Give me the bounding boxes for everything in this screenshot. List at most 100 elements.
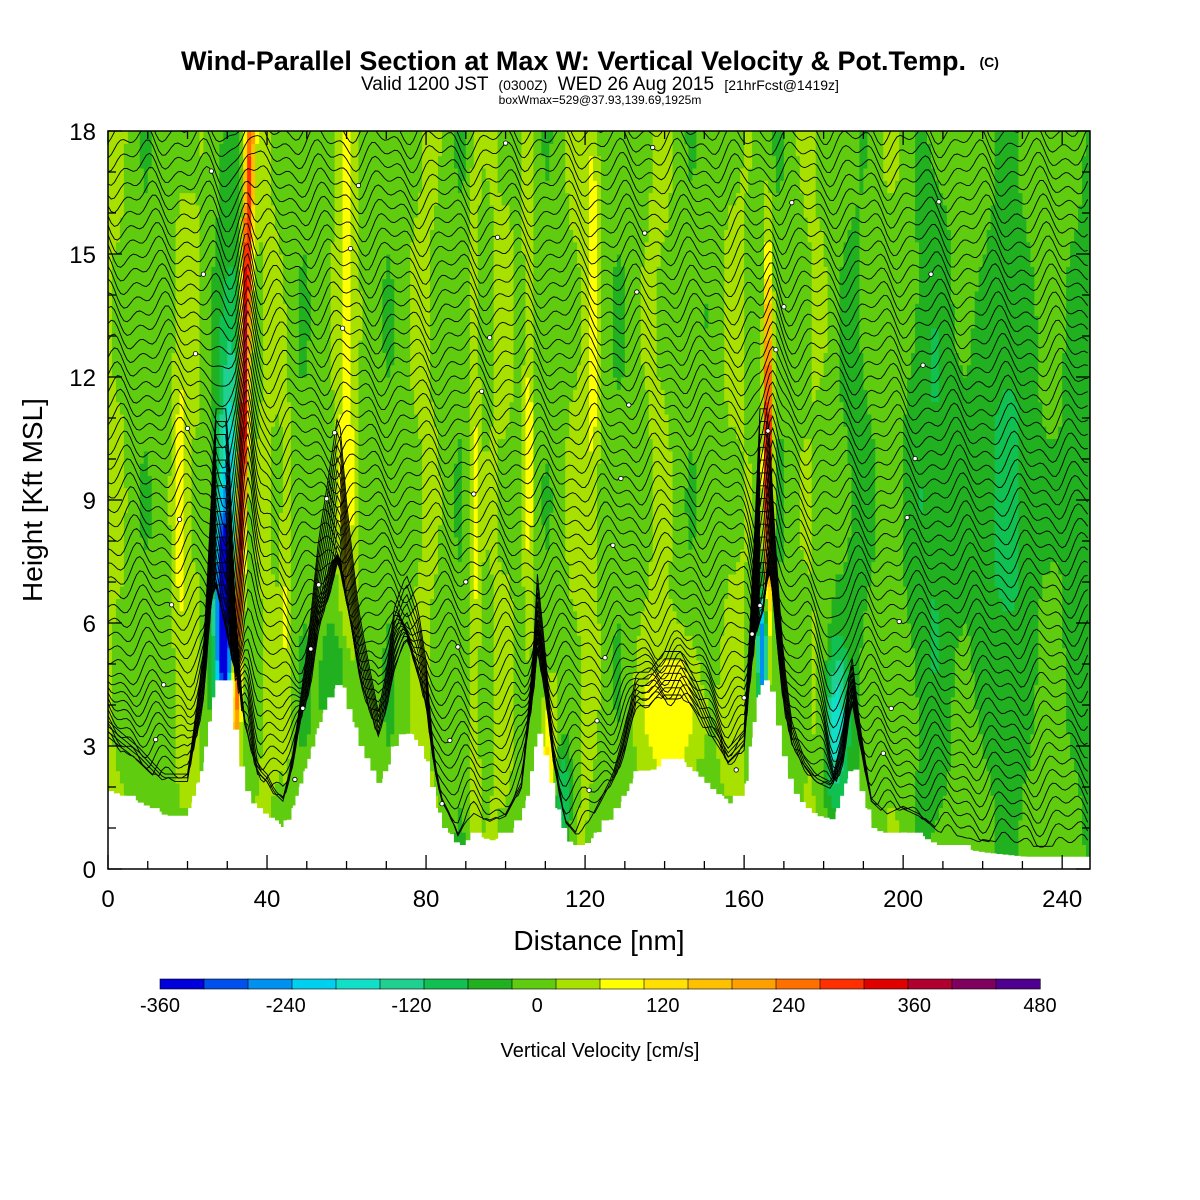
velocity-cell (477, 782, 483, 796)
velocity-cell (465, 832, 471, 845)
velocity-cell (362, 254, 368, 267)
velocity-cell (302, 500, 308, 513)
velocity-cell (398, 487, 403, 501)
velocity-cell (302, 241, 308, 255)
velocity-cell (406, 401, 411, 415)
velocity-cell (127, 438, 133, 452)
velocity-cell (163, 438, 169, 452)
velocity-cell (402, 290, 407, 304)
velocity-cell (271, 192, 276, 206)
velocity-cell (123, 635, 129, 649)
velocity-cell (362, 413, 368, 427)
velocity-cell (457, 192, 463, 206)
velocity-cell (302, 377, 308, 390)
velocity-cell (119, 217, 125, 230)
velocity-cell (207, 426, 212, 440)
velocity-cell (338, 303, 344, 317)
velocity-cell (382, 536, 387, 550)
velocity-cell (286, 500, 292, 513)
velocity-cell (207, 303, 212, 317)
velocity-cell (473, 721, 479, 735)
velocity-cell (473, 192, 479, 206)
velocity-cell (179, 352, 185, 366)
velocity-cell (418, 155, 423, 169)
velocity-cell (195, 352, 201, 366)
velocity-cell (434, 155, 439, 169)
velocity-cell (426, 536, 431, 550)
velocity-cell (330, 401, 336, 415)
velocity-cell (294, 586, 300, 599)
velocity-cell (259, 598, 264, 612)
velocity-cell (445, 364, 451, 378)
velocity-cell (187, 463, 193, 476)
velocity-cell (366, 709, 371, 722)
velocity-cell (263, 217, 268, 230)
velocity-cell (406, 217, 411, 230)
velocity-cell (437, 143, 443, 157)
velocity-cell (108, 561, 113, 575)
velocity-cell (394, 266, 399, 280)
velocity-cell (457, 709, 463, 722)
velocity-cell (239, 758, 244, 772)
velocity-cell (219, 426, 224, 440)
velocity-cell (274, 143, 280, 157)
velocity-cell (346, 192, 352, 206)
velocity-cell (354, 561, 360, 575)
velocity-cell (183, 672, 189, 686)
velocity-cell (199, 352, 205, 366)
velocity-cell (159, 770, 165, 784)
velocity-cell (175, 217, 181, 230)
velocity-cell (422, 254, 427, 267)
velocity-cell (259, 143, 264, 157)
velocity-cell (302, 721, 308, 735)
velocity-cell (294, 192, 300, 206)
velocity-cell (151, 315, 157, 329)
velocity-cell (243, 131, 248, 144)
velocity-cell (143, 241, 149, 255)
velocity-cell (449, 192, 455, 206)
velocity-cell (187, 131, 193, 144)
velocity-cell (338, 327, 344, 341)
velocity-cell (314, 266, 320, 280)
velocity-cell (259, 610, 264, 624)
velocity-cell (449, 217, 455, 230)
velocity-cell (191, 217, 197, 230)
velocity-cell (183, 500, 189, 513)
velocity-cell (123, 512, 129, 526)
velocity-cell (175, 143, 181, 157)
velocity-cell (263, 758, 268, 772)
velocity-cell (461, 438, 467, 452)
velocity-cell (175, 635, 181, 649)
velocity-cell (167, 413, 173, 427)
velocity-cell (235, 131, 240, 144)
velocity-cell (251, 204, 256, 218)
velocity-cell (390, 167, 395, 181)
velocity-cell (441, 438, 447, 452)
velocity-cell (314, 450, 320, 464)
velocity-cell (179, 500, 185, 513)
velocity-cell (457, 155, 463, 169)
velocity-cell (191, 167, 197, 181)
velocity-cell (259, 524, 264, 538)
velocity-cell (191, 463, 197, 476)
velocity-cell (219, 549, 224, 563)
velocity-cell (398, 192, 403, 206)
velocity-cell (155, 782, 161, 796)
velocity-cell (434, 598, 439, 612)
velocity-cell (346, 438, 352, 452)
velocity-cell (449, 659, 455, 673)
velocity-cell (445, 131, 451, 144)
velocity-cell (410, 229, 415, 243)
velocity-cell (394, 364, 399, 378)
velocity-cell (318, 290, 324, 304)
velocity-cell (362, 352, 368, 366)
velocity-cell (378, 623, 383, 636)
velocity-cell (290, 709, 296, 722)
velocity-cell (406, 303, 411, 317)
velocity-cell (362, 536, 368, 550)
velocity-cell (477, 278, 483, 292)
velocity-cell (151, 340, 157, 353)
velocity-cell (294, 782, 300, 796)
velocity-cell (274, 512, 280, 526)
velocity-cell (286, 327, 292, 341)
